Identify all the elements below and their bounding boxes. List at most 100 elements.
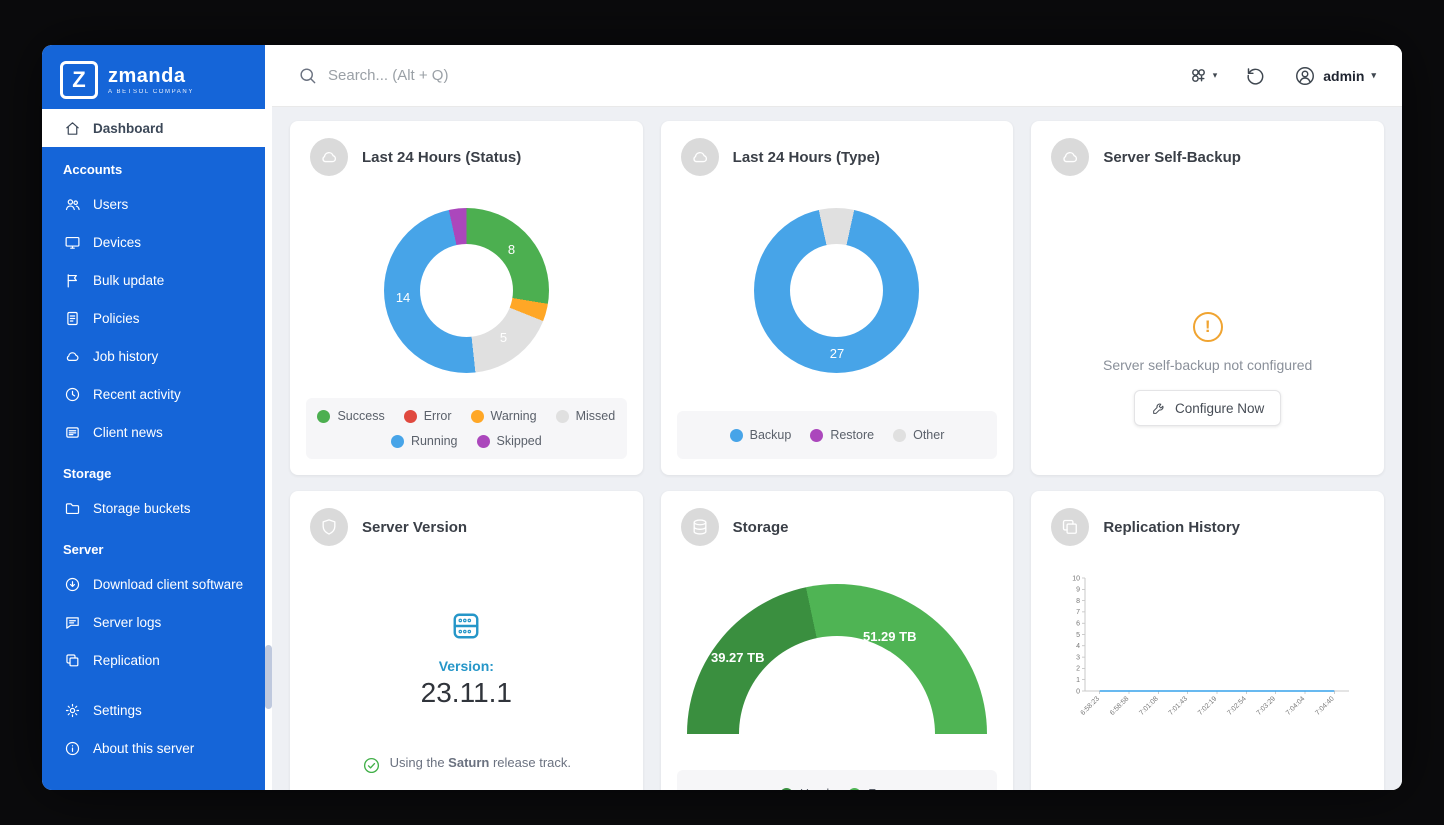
legend-item-missed[interactable]: Missed	[555, 409, 615, 423]
search-input[interactable]	[328, 67, 648, 84]
svg-text:9: 9	[1076, 587, 1080, 594]
user-name: admin	[1323, 67, 1365, 84]
warning-icon: !	[1192, 312, 1223, 342]
svg-text:8: 8	[1076, 598, 1080, 605]
dashboard-content: Last 24 Hours (Status) 8 14 5 Success Er…	[272, 107, 1402, 790]
legend-item-warning[interactable]: Warning	[470, 409, 537, 423]
zmanda-logo[interactable]: Z zmanda A BETSOL COMPANY	[42, 45, 272, 109]
donut-value-success: 8	[507, 242, 516, 257]
svg-text:7:01:43: 7:01:43	[1167, 695, 1189, 717]
legend-item-success[interactable]: Success	[317, 409, 385, 423]
sidebar-item-users[interactable]: Users	[42, 185, 272, 223]
legend-item-error[interactable]: Error	[403, 409, 452, 423]
card-title: Server Self-Backup	[1103, 148, 1241, 166]
database-icon	[680, 508, 719, 546]
topbar-actions: ▾ admin ▾	[1188, 65, 1376, 87]
replication-icon	[63, 651, 81, 669]
sidebar-item-dashboard[interactable]: Dashboard	[42, 109, 272, 147]
clock-icon	[63, 385, 81, 403]
news-icon	[63, 423, 81, 441]
legend-dot	[390, 434, 404, 448]
svg-text:4: 4	[1076, 643, 1080, 650]
status-donut-chart: 8 14 5	[383, 208, 549, 373]
sidebar-item-server-logs[interactable]: Server logs	[42, 603, 272, 641]
card-title: Replication History	[1103, 518, 1241, 536]
section-header-accounts: Accounts	[63, 162, 123, 177]
svg-text:7:03:29: 7:03:29	[1255, 695, 1277, 717]
card-title: Last 24 Hours (Status)	[362, 148, 522, 166]
storage-bucket-icon	[63, 499, 81, 517]
sidebar-item-settings[interactable]: Settings	[42, 691, 272, 729]
svg-text:1: 1	[1076, 677, 1080, 684]
svg-text:7:04:40: 7:04:40	[1314, 695, 1336, 717]
check-circle-icon	[363, 757, 379, 774]
sidebar-item-devices[interactable]: Devices	[42, 223, 272, 261]
sidebar-item-replication[interactable]: Replication	[42, 641, 272, 679]
version-number: 23.11.1	[420, 677, 512, 708]
svg-text:10: 10	[1072, 575, 1080, 582]
cloud-icon	[63, 347, 81, 365]
cards-grid: Last 24 Hours (Status) 8 14 5 Success Er…	[290, 121, 1384, 790]
apps-menu-button[interactable]: ▾	[1188, 65, 1217, 86]
cloud-backup-icon	[680, 138, 719, 176]
app-window: Z zmanda A BETSOL COMPANY Dashboard Acco…	[42, 45, 1402, 790]
legend-item-used[interactable]: Used	[780, 787, 829, 790]
legend-dot	[810, 428, 824, 442]
sidebar-item-about-this-server[interactable]: About this server	[42, 729, 272, 767]
configure-now-button[interactable]: Configure Now	[1134, 390, 1282, 426]
legend-item-running[interactable]: Running	[390, 434, 458, 448]
user-menu[interactable]: admin ▾	[1294, 65, 1376, 87]
version-label: Version:	[438, 658, 494, 674]
shield-icon	[310, 508, 348, 546]
gear-icon	[63, 701, 81, 719]
svg-text:7:01:08: 7:01:08	[1138, 695, 1160, 717]
search-box[interactable]	[298, 66, 1188, 85]
sidebar-item-policies[interactable]: Policies	[42, 299, 272, 337]
svg-text:6: 6	[1076, 621, 1080, 628]
sidebar-item-download-client-software[interactable]: Download client software	[42, 565, 272, 603]
legend-dot	[476, 434, 490, 448]
legend-item-skipped[interactable]: Skipped	[476, 434, 542, 448]
legend-dot	[848, 787, 862, 790]
legend-item-backup[interactable]: Backup	[729, 428, 791, 442]
release-track-note: Using the Saturn release track.	[362, 755, 571, 775]
main-area: ▾ admin ▾ Last 24 Hours (Status)	[272, 45, 1402, 790]
sidebar-item-job-history[interactable]: Job history	[42, 337, 272, 375]
card-storage: Storage 39.27 TB 51.29 TB Used Free	[660, 491, 1014, 790]
chevron-down-icon: ▾	[1371, 70, 1376, 80]
sidebar-item-recent-activity[interactable]: Recent activity	[42, 375, 272, 413]
sidebar-item-bulk-update[interactable]: Bulk update	[42, 261, 272, 299]
search-icon	[300, 68, 316, 84]
sidebar-item-client-news[interactable]: Client news	[42, 413, 272, 451]
svg-text:7: 7	[1076, 609, 1080, 616]
card-title: Storage	[732, 518, 789, 536]
storage-used-label: 39.27 TB	[710, 650, 765, 665]
sidebar-scrollbar-thumb[interactable]	[265, 645, 272, 709]
legend-item-restore[interactable]: Restore	[810, 428, 874, 442]
sidebar: Z zmanda A BETSOL COMPANY Dashboard Acco…	[42, 45, 272, 790]
legend-item-other[interactable]: Other	[893, 428, 944, 442]
restore-history-button[interactable]	[1245, 65, 1266, 86]
svg-text:2: 2	[1076, 666, 1080, 673]
svg-text:7:02:19: 7:02:19	[1197, 695, 1219, 717]
self-backup-message: Server self-backup not configured	[1102, 357, 1313, 373]
download-icon	[63, 575, 81, 593]
card-title: Server Version	[362, 518, 468, 536]
legend-dot	[555, 409, 569, 423]
storage-gauge-chart: 39.27 TB 51.29 TB	[686, 584, 987, 734]
card-replication-history: Replication History 0 1 2 3 4 5 6 7 8 9 10 6:58:23 6…	[1031, 491, 1384, 790]
home-icon	[63, 119, 81, 137]
cloud-backup-icon	[310, 138, 348, 176]
svg-text:3: 3	[1076, 654, 1080, 661]
user-avatar-icon	[1296, 66, 1315, 85]
nav-divider-space	[42, 679, 272, 691]
sidebar-item-storage-buckets[interactable]: Storage buckets	[42, 489, 272, 527]
svg-text:7:02:54: 7:02:54	[1226, 695, 1248, 717]
donut-value-backup: 27	[829, 346, 845, 361]
legend-dot	[403, 409, 417, 423]
apps-icon	[1191, 69, 1205, 82]
sidebar-scrollbar[interactable]	[265, 45, 272, 790]
legend-dot	[470, 409, 484, 423]
server-icon	[448, 608, 484, 649]
legend-item-free[interactable]: Free	[848, 787, 894, 790]
